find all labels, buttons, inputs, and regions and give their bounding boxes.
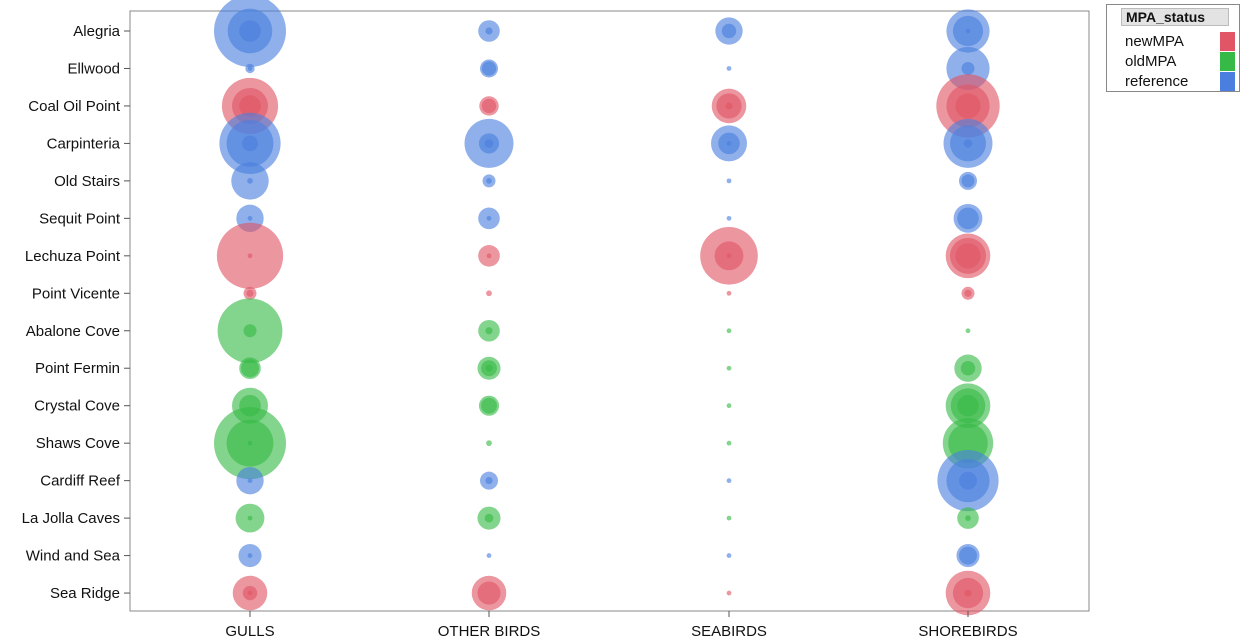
bubble-oldmpa <box>243 324 257 338</box>
x-tick-label: GULLS <box>225 623 274 640</box>
bubble-oldmpa <box>726 403 732 409</box>
bubble-reference <box>959 546 977 565</box>
y-tick-label: Shaws Cove <box>36 435 120 452</box>
y-tick-label: Cardiff Reef <box>40 473 121 490</box>
bubble-newmpa <box>481 98 497 114</box>
bubble-reference <box>486 215 492 221</box>
bubble-oldmpa <box>960 361 976 376</box>
y-tick-label: La Jolla Caves <box>22 510 120 527</box>
plot-frame <box>129 10 1090 612</box>
bubble-reference <box>959 471 977 490</box>
y-tick-label: Wind and Sea <box>26 548 121 565</box>
bubble-reference <box>957 207 979 230</box>
bubble-oldmpa <box>481 397 497 414</box>
bubble-newmpa <box>725 102 733 110</box>
bubble-reference <box>486 553 492 558</box>
bubble-newmpa <box>477 581 501 605</box>
y-tick-label: Sea Ridge <box>50 585 120 602</box>
y-tick-label: Coal Oil Point <box>28 98 121 115</box>
bubble-newmpa <box>726 253 732 259</box>
y-tick-label: Point Vicente <box>32 285 120 302</box>
bubble-oldmpa <box>726 328 732 334</box>
legend-item-newmpa: newMPA <box>1125 32 1235 52</box>
y-axis: Alegria Ellwood Coal Oil Point Carpinteria O… <box>22 23 130 602</box>
bubble-reference <box>485 477 493 485</box>
bubble-reference <box>961 174 975 188</box>
bubble-oldmpa <box>241 359 259 378</box>
bubble-newmpa <box>726 290 732 296</box>
legend: MPA_status newMPA oldMPA reference <box>1106 4 1240 92</box>
bubble-reference <box>239 20 261 42</box>
bubble-newmpa <box>246 289 254 297</box>
bubble-newmpa <box>955 243 981 269</box>
bubble-reference <box>247 66 253 71</box>
bubble-reference <box>247 553 253 558</box>
y-tick-label: Carpinteria <box>47 135 121 152</box>
legend-item-reference: reference <box>1125 72 1235 92</box>
bubble-oldmpa <box>247 515 253 521</box>
bubble-reference <box>965 28 971 34</box>
legend-swatch-reference <box>1220 72 1235 91</box>
x-tick-label: SEABIRDS <box>691 623 767 640</box>
bubble-newmpa <box>726 590 732 596</box>
bubble-reference <box>485 27 493 35</box>
bubble-reference <box>247 178 253 184</box>
bubble-oldmpa <box>486 440 492 447</box>
bubble-reference <box>247 478 253 484</box>
bubble-newmpa <box>955 93 981 119</box>
bubble-oldmpa <box>484 513 494 523</box>
bubble-oldmpa <box>726 365 732 371</box>
bubble-reference <box>486 178 492 184</box>
x-axis: GULLS OTHER BIRDS SEABIRDS SHOREBIRDS <box>225 611 1018 640</box>
legend-title: MPA_status <box>1121 8 1229 26</box>
bubble-newmpa <box>486 290 492 297</box>
legend-swatch-newmpa <box>1220 32 1235 51</box>
bubble-oldmpa <box>965 328 971 334</box>
bubble-newmpa <box>486 253 492 259</box>
bubble-oldmpa <box>965 515 971 521</box>
bubble-newmpa <box>964 289 972 297</box>
bubble-newmpa <box>247 590 253 596</box>
y-tick-label: Alegria <box>73 23 120 40</box>
bubble-oldmpa <box>485 364 493 372</box>
legend-label: reference <box>1125 73 1189 90</box>
bubble-oldmpa <box>957 394 979 417</box>
bubble-reference <box>247 215 253 221</box>
bubble-reference <box>721 23 737 39</box>
y-tick-label: Sequit Point <box>39 210 121 227</box>
bubble-reference <box>726 178 732 184</box>
y-tick-label: Old Stairs <box>54 173 120 190</box>
bubble-oldmpa <box>247 440 253 446</box>
bubble-oldmpa <box>485 327 493 335</box>
y-tick-label: Point Fermin <box>35 360 120 377</box>
bubble-reference <box>963 139 973 148</box>
y-tick-label: Ellwood <box>67 60 120 77</box>
x-tick-label: SHOREBIRDS <box>918 623 1017 640</box>
bubble-reference <box>726 478 732 484</box>
bubble-newmpa <box>247 253 253 259</box>
y-tick-label: Lechuza Point <box>25 248 121 265</box>
y-tick-label: Crystal Cove <box>34 398 120 415</box>
x-tick-label: OTHER BIRDS <box>438 623 541 640</box>
bubble-reference <box>484 139 494 148</box>
legend-item-oldmpa: oldMPA <box>1125 52 1235 72</box>
legend-label: newMPA <box>1125 33 1184 50</box>
bubble-reference <box>961 61 975 75</box>
bubble-reference <box>481 61 497 76</box>
bubble-reference <box>726 66 732 71</box>
legend-label: oldMPA <box>1125 53 1177 70</box>
bubble-reference <box>726 141 732 146</box>
bubble-oldmpa <box>726 515 732 521</box>
bubble-oldmpa <box>726 440 732 446</box>
bubble-newmpa <box>239 95 261 117</box>
bubble-reference <box>726 215 732 221</box>
legend-swatch-oldmpa <box>1220 52 1235 71</box>
bubble-reference <box>726 553 732 558</box>
bubble-newmpa <box>964 589 972 597</box>
bubble-reference <box>242 135 258 152</box>
bubble-layer <box>214 0 1000 616</box>
y-tick-label: Abalone Cove <box>26 323 120 340</box>
